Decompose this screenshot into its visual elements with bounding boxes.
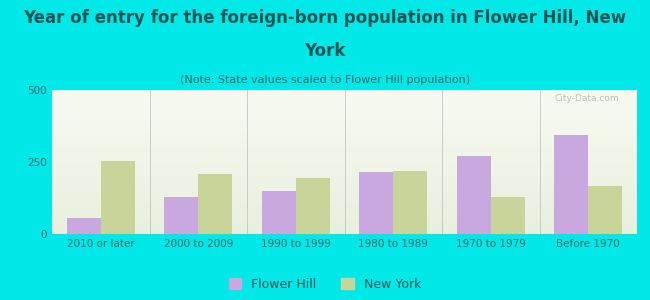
Bar xyxy=(588,187,623,234)
Text: Year of entry for the foreign-born population in Flower Hill, New: Year of entry for the foreign-born popul… xyxy=(23,9,627,27)
Bar xyxy=(359,172,393,234)
Legend: Flower Hill, New York: Flower Hill, New York xyxy=(229,278,421,291)
Bar xyxy=(296,178,330,234)
Text: (Note: State values scaled to Flower Hill population): (Note: State values scaled to Flower Hil… xyxy=(180,75,470,85)
Text: York: York xyxy=(304,42,346,60)
Text: City-Data.com: City-Data.com xyxy=(555,94,619,103)
Bar xyxy=(554,135,588,234)
Bar xyxy=(491,196,525,234)
Bar xyxy=(66,218,101,234)
Bar xyxy=(261,191,296,234)
Bar xyxy=(101,160,135,234)
Bar xyxy=(457,156,491,234)
Bar xyxy=(393,171,428,234)
Bar xyxy=(198,173,233,234)
Bar xyxy=(164,196,198,234)
